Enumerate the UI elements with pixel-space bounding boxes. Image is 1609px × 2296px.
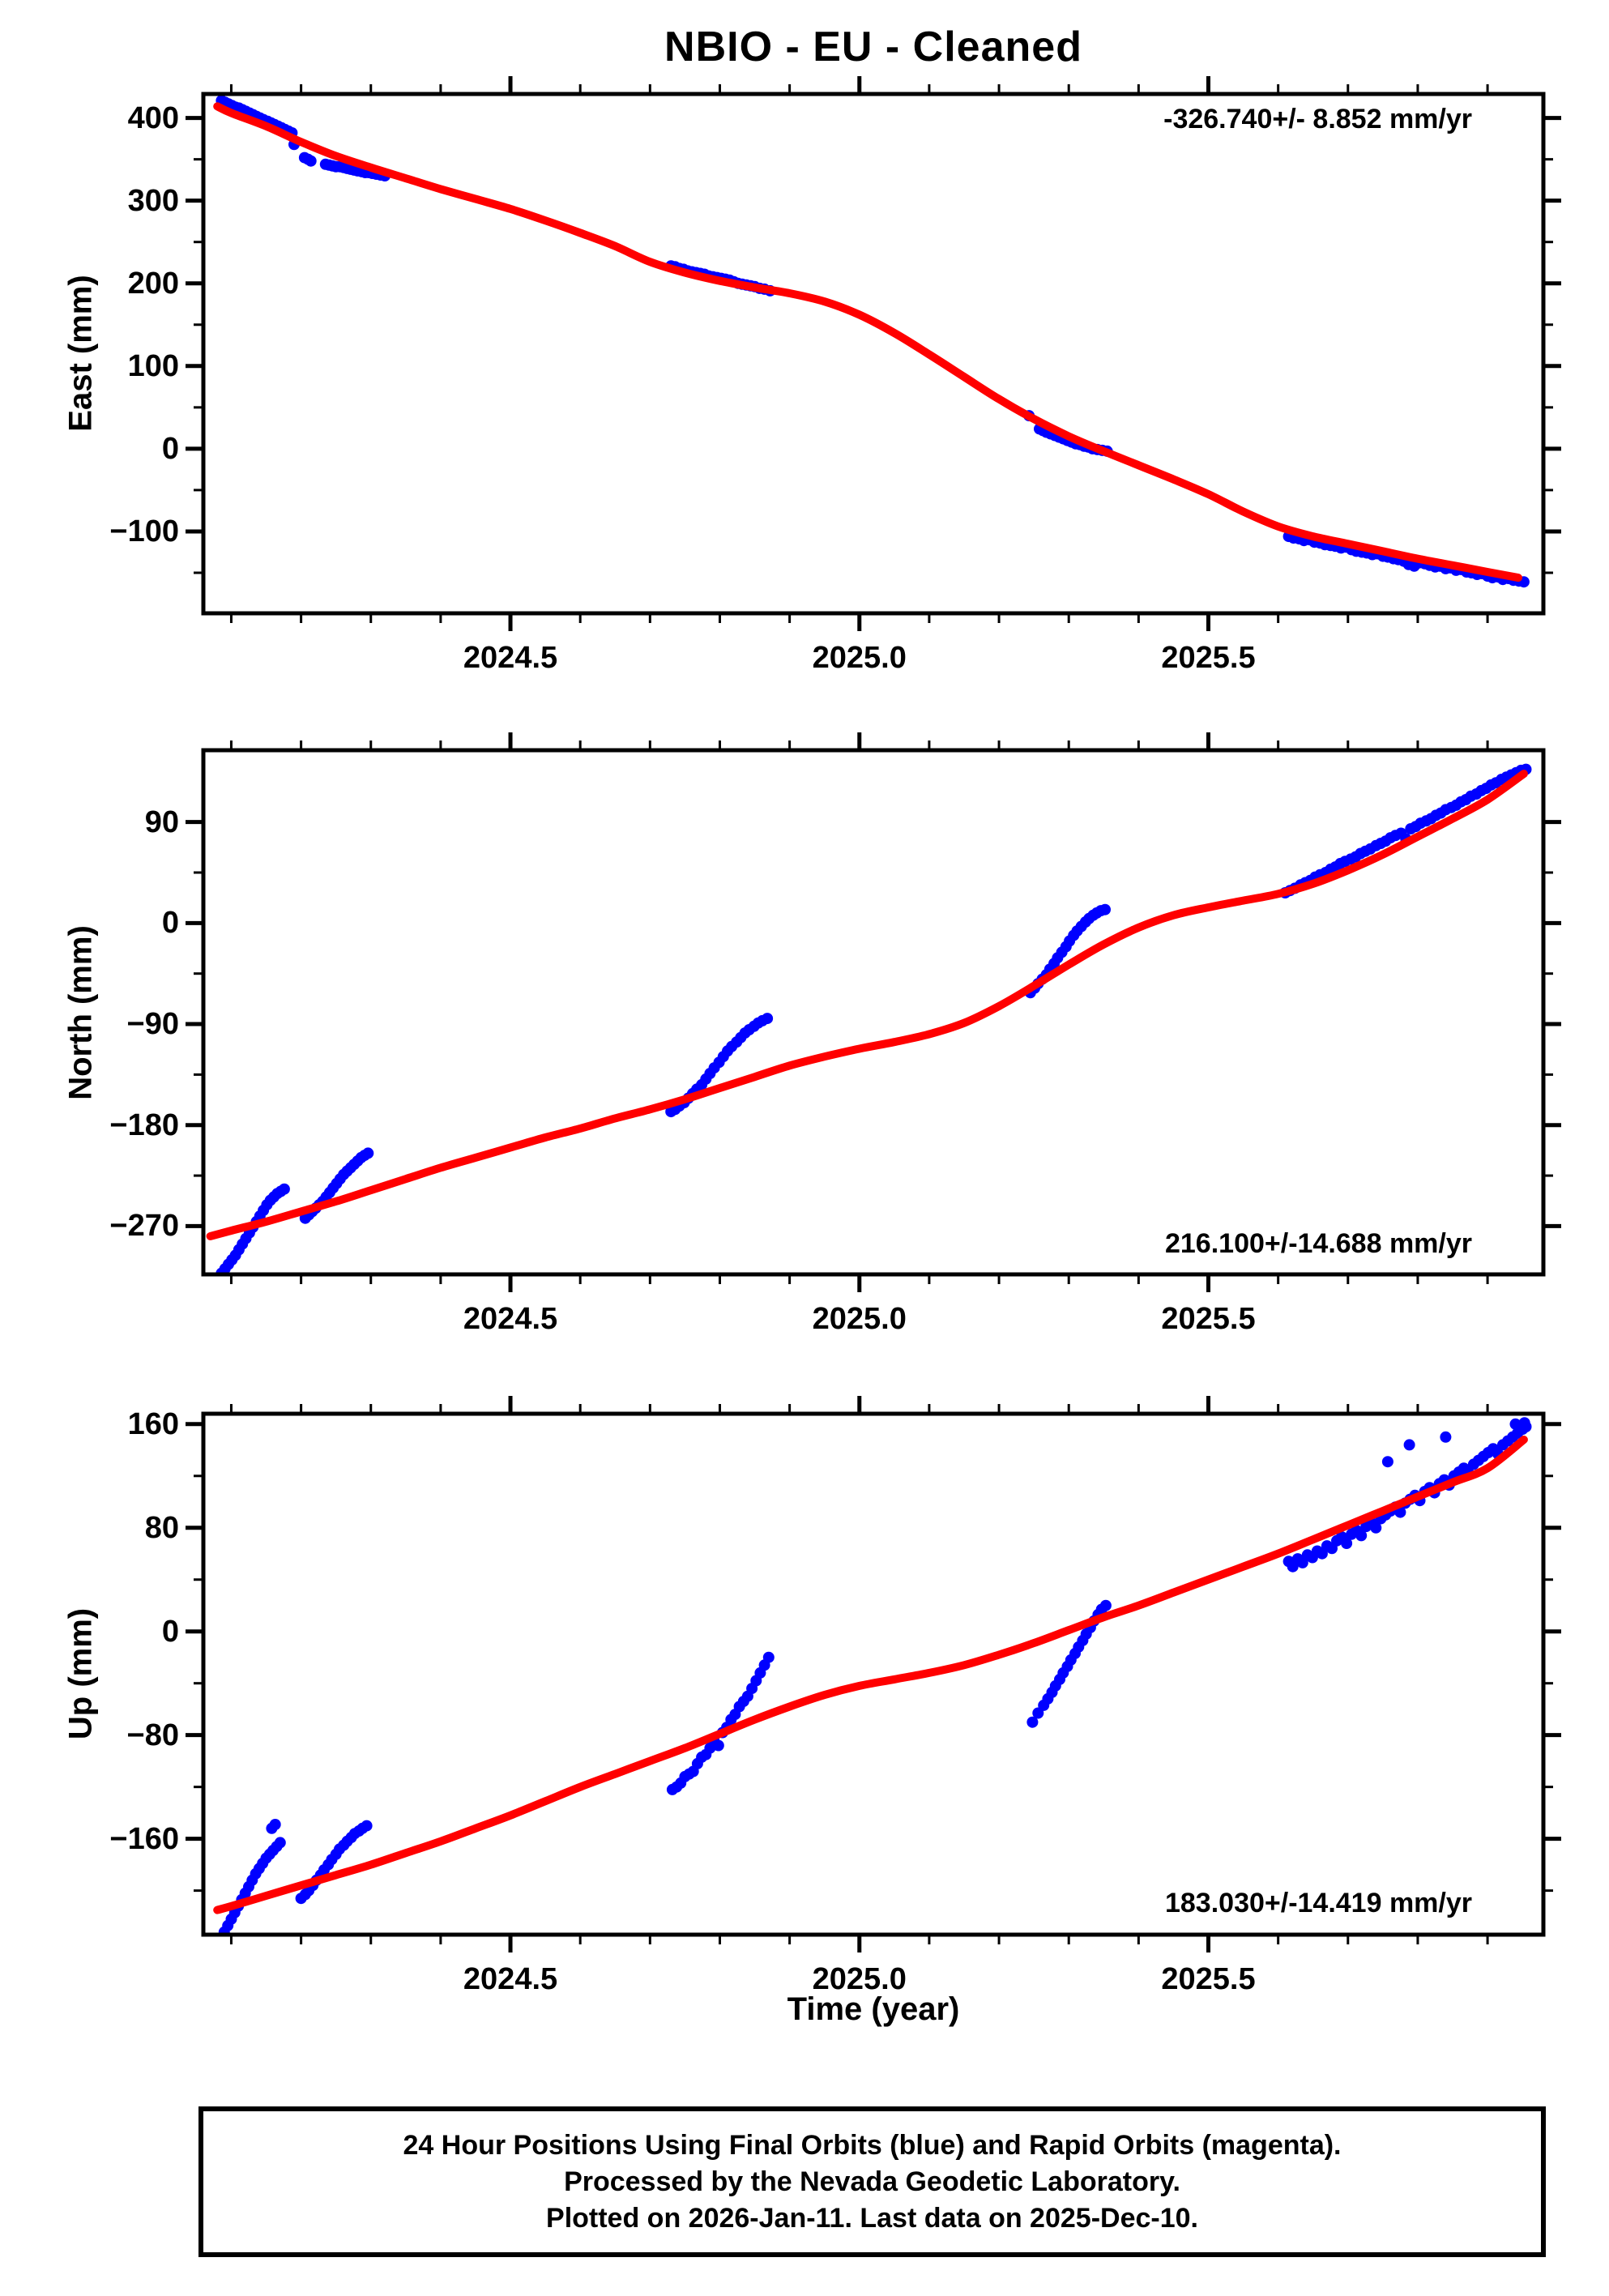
time-axis-label: Time (year) [787,1991,960,2027]
y-tick-label: 160 [127,1406,179,1441]
x-tick-label: 2025.0 [812,641,907,675]
y-tick-label: 0 [161,431,179,466]
x-tick-label: 2024.5 [463,1962,558,1996]
y-tick-label: 0 [161,1614,179,1649]
y-tick-label: −90 [126,1007,179,1042]
north-trend-annotation: 216.100+/-14.688 mm/yr [1164,1228,1472,1259]
y-tick-label: 300 [127,183,179,218]
x-tick-label: 2025.5 [1161,1302,1256,1336]
footer-note: 24 Hour Positions Using Final Orbits (bl… [198,2106,1546,2257]
east-trend-annotation: -326.740+/- 8.852 mm/yr [1163,104,1472,134]
footer-line-processed-by: Processed by the Nevada Geodetic Laborat… [564,2166,1180,2197]
y-tick-label: 90 [144,804,179,839]
x-tick-label: 2025.5 [1161,641,1256,675]
y-tick-label: 100 [127,348,179,383]
footer-line-dates: Plotted on 2026-Jan-11. Last data on 202… [546,2202,1198,2234]
x-tick-label: 2025.0 [812,1962,907,1996]
figure-title: NBIO - EU - Cleaned [664,23,1082,70]
y-tick-label: −80 [126,1718,179,1752]
y-tick-label: 0 [161,906,179,941]
y-tick-label: −180 [109,1107,179,1142]
up-trend-annotation: 183.030+/-14.419 mm/yr [1164,1888,1472,1918]
y-tick-label: 400 [127,100,179,135]
footer-line-orbits: 24 Hour Positions Using Final Orbits (bl… [403,2129,1342,2161]
y-tick-label: −160 [109,1821,179,1856]
y-tick-label: −270 [109,1209,179,1244]
x-tick-label: 2025.5 [1161,1962,1256,1996]
y-tick-label: 200 [127,266,179,301]
y-tick-label: −100 [109,514,179,548]
x-tick-label: 2024.5 [463,641,558,675]
x-tick-label: 2025.0 [812,1302,907,1336]
y-tick-label: 80 [144,1510,179,1545]
x-tick-label: 2024.5 [463,1302,558,1336]
